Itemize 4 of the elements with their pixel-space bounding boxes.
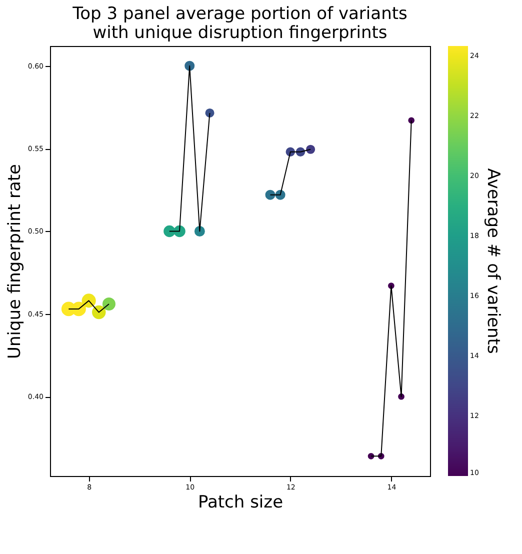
color-bar-title: Average # of varients [483,168,503,354]
x-axis-title: Patch size [198,492,284,512]
chart-title: Top 3 panel average portion of variants with unique disruption fingerprints [72,4,408,43]
y-axis-title: Unique fingerprint rate [4,164,25,359]
